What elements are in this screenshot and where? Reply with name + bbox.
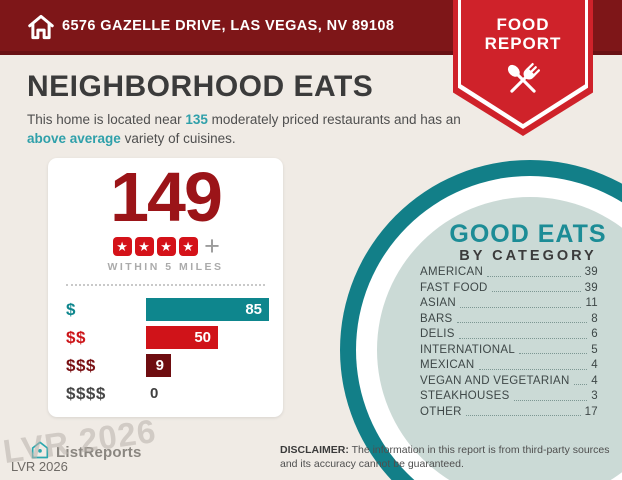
category-label: ASIAN (420, 297, 457, 309)
listreports-logo-text: ListReports (56, 444, 142, 461)
category-label: BARS (420, 312, 453, 325)
spoon-fork-icon (453, 57, 593, 108)
dotted-leader (513, 399, 588, 401)
dotted-leader (460, 306, 582, 308)
listreports-logo: ListReports (30, 440, 142, 465)
good-eats-heading: GOOD EATS BY CATEGORY (418, 221, 622, 264)
price-bar-chart: $85 $$ 50 $$$ 9 $$$$ 0 (48, 298, 283, 405)
category-label: VEGAN AND VEGETARIAN (420, 374, 570, 387)
dotted-leader (491, 291, 581, 292)
category-row: OTHER 17 (420, 405, 598, 419)
category-value: 39 (584, 281, 598, 294)
price-tier-label: $$$$ (66, 383, 106, 403)
price-tier-label: $ (66, 299, 76, 319)
category-value: 3 (591, 390, 598, 402)
category-value: 39 (584, 266, 598, 278)
disclaimer-text: DISCLAIMER: The information in this repo… (280, 444, 614, 472)
disclaimer-body: The information in this report is from t… (280, 444, 610, 470)
intro-text: This home is located near 135 moderately… (27, 111, 463, 149)
price-tier-label: $$$ (66, 355, 96, 375)
disclaimer-label: DISCLAIMER: (280, 444, 349, 456)
category-list: AMERICAN 39 FAST FOOD 39 ASIAN 11 BARS 8 DELIS 6 I… (420, 266, 598, 422)
star-icon: ★ (178, 236, 198, 256)
badge-title-line1: FOOD (496, 15, 550, 34)
category-label: FAST FOOD (420, 281, 488, 294)
category-circle-fill (377, 197, 622, 480)
variety-highlight: above average (27, 130, 121, 146)
category-value: 17 (584, 405, 598, 418)
category-row: DELIS 6 (420, 328, 598, 341)
category-label: INTERNATIONAL (420, 343, 516, 356)
dotted-leader (573, 384, 588, 385)
price-tier-bar: 9 (146, 354, 171, 377)
star-rating: ★ ★ ★ ★ + (48, 231, 283, 261)
food-report-badge: FOOD REPORT (453, 0, 593, 136)
category-row: FAST FOOD 39 (420, 281, 598, 295)
badge-title-line2: REPORT (484, 34, 562, 53)
category-circle (340, 160, 622, 480)
intro-post: variety of cuisines. (120, 130, 236, 146)
radius-caption: WITHIN 5 MILES (107, 261, 224, 273)
category-row: VEGAN AND VEGETARIAN 4 (420, 374, 598, 388)
price-tier-bar: 85 (146, 298, 269, 321)
dotted-leader (456, 322, 588, 323)
dotted-leader (519, 353, 588, 354)
good-eats-title: GOOD EATS (449, 220, 607, 248)
price-tier-value: 0 (150, 385, 159, 402)
category-value: 5 (591, 343, 598, 356)
category-value: 6 (591, 328, 598, 340)
category-row: BARS 8 (420, 312, 598, 326)
price-tier-row: $$ 50 (48, 326, 283, 349)
listreports-house-icon (30, 440, 50, 465)
dotted-leader (465, 415, 581, 416)
watermark-small: LVR 2026 (11, 459, 68, 474)
category-row: AMERICAN 39 (420, 266, 598, 279)
category-value: 11 (585, 297, 598, 309)
star-icon: ★ (156, 236, 176, 256)
category-label: MEXICAN (420, 359, 475, 371)
bar-area: 50 (146, 326, 283, 349)
bar-area: 0 (146, 382, 283, 405)
intro-mid: moderately priced restaurants and has an (207, 112, 461, 127)
price-tier-row: $$$ 9 (48, 354, 283, 377)
home-icon (26, 12, 56, 47)
category-row: ASIAN 11 (420, 297, 598, 310)
category-label: STEAKHOUSES (420, 390, 510, 402)
category-row: INTERNATIONAL 5 (420, 343, 598, 357)
category-row: STEAKHOUSES 3 (420, 390, 598, 403)
category-row: MEXICAN 4 (420, 359, 598, 372)
plus-icon: + (204, 231, 220, 261)
intro-pre: This home is located near (27, 112, 186, 127)
category-label: DELIS (420, 328, 455, 340)
bar-area: 85 (146, 298, 283, 321)
restaurant-count: 149 (110, 158, 223, 236)
category-label: OTHER (420, 405, 462, 418)
card-divider (66, 284, 265, 286)
category-label: AMERICAN (420, 266, 484, 278)
price-tier-bar: 50 (146, 326, 218, 349)
price-tier-row: $85 (48, 298, 283, 321)
dotted-leader (487, 275, 581, 277)
bar-area: 9 (146, 354, 283, 377)
category-value: 4 (591, 374, 598, 387)
stats-card: 149 ★ ★ ★ ★ + WITHIN 5 MILES $85 $$ 50 $$$ 9 $$$$… (48, 158, 283, 417)
property-address: 6576 GAZELLE DRIVE, LAS VEGAS, NV 89108 (62, 17, 395, 34)
category-value: 8 (591, 312, 598, 325)
star-icon: ★ (112, 236, 132, 256)
page-title: NEIGHBORHOOD EATS (27, 70, 374, 103)
dotted-leader (458, 337, 588, 339)
category-value: 4 (591, 359, 598, 371)
price-tier-label: $$ (66, 327, 86, 347)
dotted-leader (478, 368, 588, 370)
good-eats-subtitle: BY CATEGORY (459, 248, 597, 264)
restaurant-count-highlight: 135 (185, 112, 208, 127)
star-icon: ★ (134, 236, 154, 256)
price-tier-row: $$$$ 0 (48, 382, 283, 405)
